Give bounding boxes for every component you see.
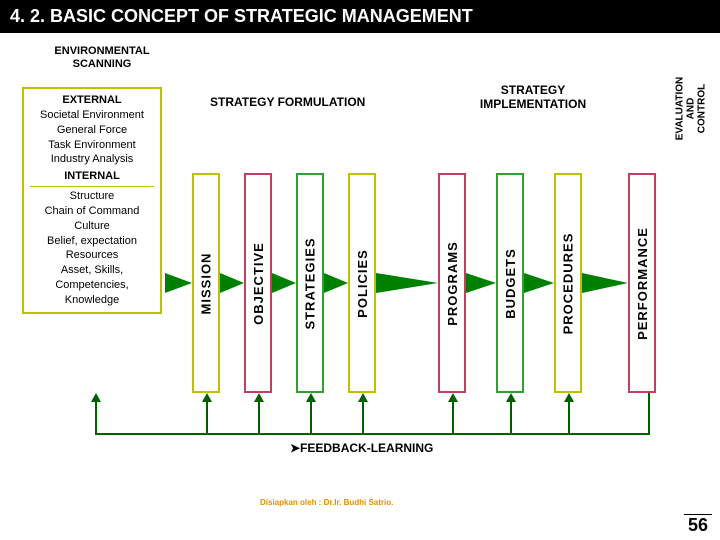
column-performance: PERFORMANCE — [628, 173, 656, 393]
flow-arrow-icon — [376, 273, 438, 293]
column-policies: POLICIES — [348, 173, 376, 393]
page-number: 56 — [684, 514, 712, 536]
feedback-up-line — [510, 401, 512, 433]
feedback-up-arrow-icon — [202, 393, 212, 402]
column-mission: MISSION — [192, 173, 220, 393]
feedback-up-arrow-icon — [358, 393, 368, 402]
scanning-box: EXTERNAL Societal Environment General Fo… — [22, 87, 162, 314]
flow-arrow-icon — [524, 273, 554, 293]
flow-arrow-icon — [272, 273, 296, 293]
column-label: STRATEGIES — [303, 237, 318, 329]
column-objective: OBJECTIVE — [244, 173, 272, 393]
env-scanning-header: ENVIRONMENTAL SCANNING — [42, 45, 162, 71]
column-procedures: PROCEDURES — [554, 173, 582, 393]
internal-items: Structure Chain of Command Culture Belie… — [30, 189, 154, 308]
feedback-drop-right — [648, 393, 650, 433]
column-label: POLICIES — [355, 249, 370, 318]
feedback-line — [95, 433, 650, 435]
column-label: MISSION — [199, 252, 214, 314]
flow-arrow-icon — [165, 273, 192, 293]
column-label: BUDGETS — [503, 248, 518, 319]
stage-implementation-label: STRATEGY IMPLEMENTATION — [468, 83, 598, 111]
feedback-up-line — [362, 401, 364, 433]
feedback-up-arrow-icon — [306, 393, 316, 402]
diagram-area: ENVIRONMENTAL SCANNING EXTERNAL Societal… — [0, 33, 720, 513]
flow-arrow-icon — [582, 273, 628, 293]
flow-arrow-icon — [220, 273, 244, 293]
column-label: PROGRAMS — [445, 241, 460, 326]
feedback-up-arrow-icon — [448, 393, 458, 402]
internal-header: INTERNAL — [30, 169, 154, 184]
external-header: EXTERNAL — [30, 93, 154, 108]
stage-formulation-label: STRATEGY FORMULATION — [210, 95, 365, 109]
column-label: OBJECTIVE — [251, 242, 266, 325]
feedback-up-line — [258, 401, 260, 433]
feedback-label: ➤FEEDBACK-LEARNING — [290, 441, 433, 455]
feedback-up-arrow-icon — [564, 393, 574, 402]
column-label: PROCEDURES — [561, 232, 576, 334]
feedback-up-line — [95, 401, 97, 433]
column-label: PERFORMANCE — [635, 227, 650, 340]
feedback-up-line — [206, 401, 208, 433]
flow-arrow-icon — [324, 273, 348, 293]
feedback-up-line — [310, 401, 312, 433]
flow-arrow-icon — [466, 273, 496, 293]
credit-text: Disiapkan oleh : Dr.Ir. Budhi Satrio. — [260, 498, 393, 507]
column-strategies: STRATEGIES — [296, 173, 324, 393]
feedback-up-arrow-icon — [91, 393, 101, 402]
column-programs: PROGRAMS — [438, 173, 466, 393]
feedback-up-arrow-icon — [254, 393, 264, 402]
stage-evaluation-label: EVALUATION AND CONTROL — [668, 63, 714, 153]
slide-title: 4. 2. BASIC CONCEPT OF STRATEGIC MANAGEM… — [0, 0, 720, 33]
feedback-up-arrow-icon — [506, 393, 516, 402]
feedback-up-line — [452, 401, 454, 433]
external-items: Societal Environment General Force Task … — [30, 108, 154, 167]
column-budgets: BUDGETS — [496, 173, 524, 393]
feedback-up-line — [568, 401, 570, 433]
